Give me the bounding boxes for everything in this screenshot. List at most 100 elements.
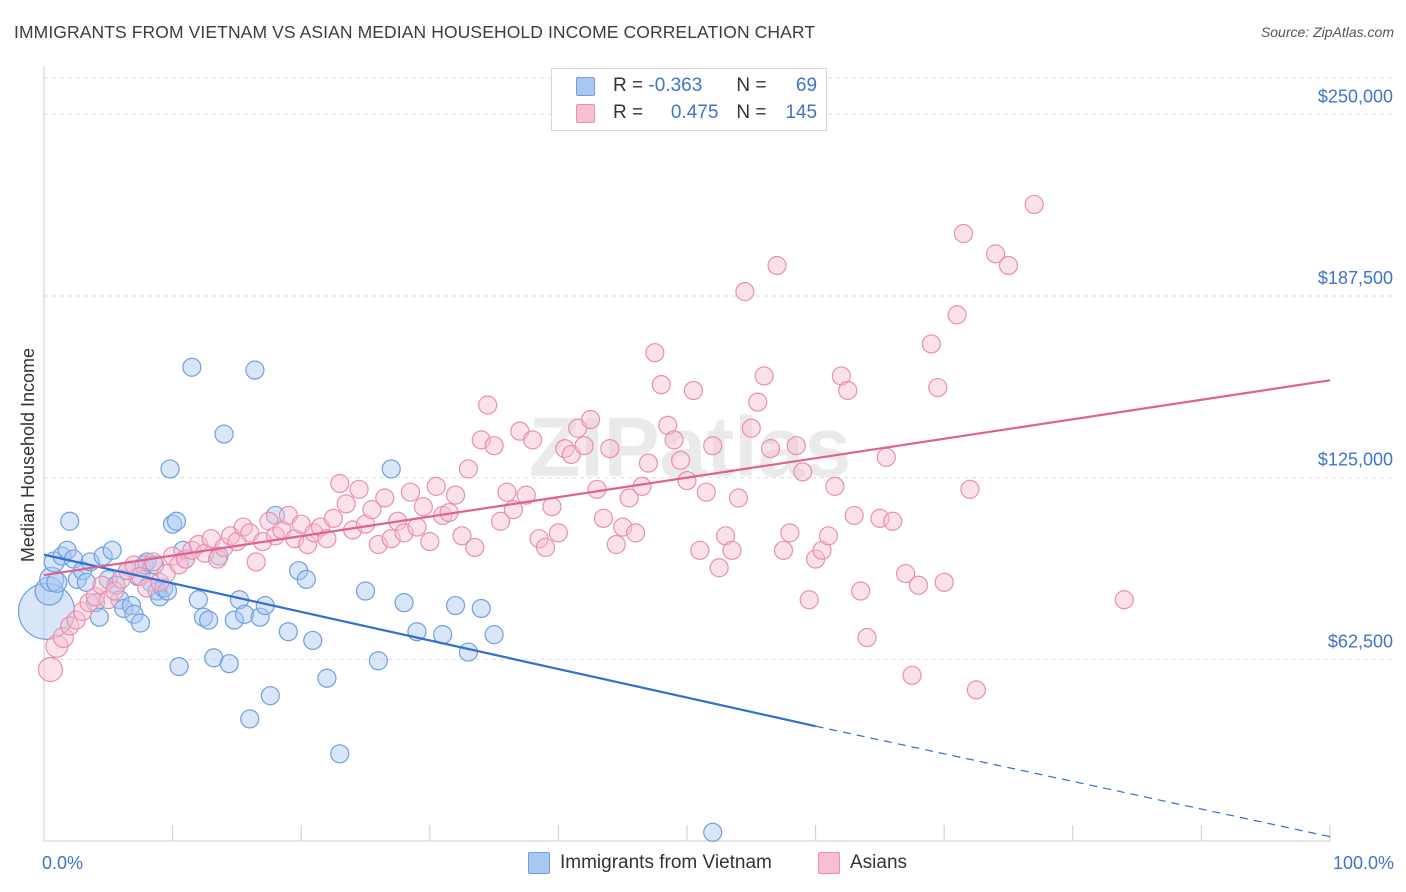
point-asians-90: [619, 488, 639, 508]
point-vietnam-41: [188, 590, 208, 610]
point-vietnam-64: [368, 651, 388, 671]
point-asians-97: [664, 430, 684, 450]
point-vietnam-71: [471, 598, 491, 619]
point-asians-48: [349, 479, 369, 499]
point-asians-65: [458, 459, 478, 479]
point-vietnam-36: [166, 511, 187, 531]
y-tick-label-1: $125,000: [1318, 450, 1393, 470]
legend-row-asians: R = 0.475 N = 145: [576, 100, 817, 126]
point-asians-131: [896, 563, 916, 584]
point-asians-142: [998, 255, 1019, 276]
point-vietnam-62: [330, 744, 350, 764]
point-asians-88: [606, 534, 626, 555]
point-asians-144: [1114, 590, 1134, 610]
axes: [43, 66, 1331, 842]
point-asians-84: [580, 409, 601, 430]
y-tick-label-0: $62,500: [1328, 631, 1393, 651]
point-asians-124: [838, 380, 858, 401]
point-asians-117: [793, 462, 813, 482]
point-vietnam-14: [89, 607, 109, 627]
trend-lines: [43, 379, 1331, 838]
point-asians-127: [857, 627, 877, 648]
point-asians-78: [542, 497, 562, 517]
point-vietnam-66: [394, 593, 414, 613]
point-vietnam-37: [169, 656, 189, 677]
trend-line-asians: [43, 379, 1331, 577]
point-vietnam-42: [193, 607, 214, 627]
point-asians-141: [986, 244, 1006, 264]
point-asians-125: [844, 505, 864, 526]
point-vietnam-69: [445, 595, 466, 616]
bottom-legend-swatch-vietnam: [528, 852, 550, 874]
point-asians-139: [960, 479, 980, 499]
point-asians-129: [876, 447, 896, 467]
point-asians-60: [426, 476, 446, 496]
point-vietnam-7: [60, 511, 80, 531]
point-asians-130: [883, 511, 903, 531]
point-asians-93: [638, 453, 659, 473]
point-vietnam-65: [381, 459, 401, 479]
point-asians-68: [478, 395, 498, 415]
point-asians-103: [703, 436, 723, 456]
point-asians-69: [484, 436, 504, 456]
point-asians-98: [670, 450, 691, 470]
point-vietnam-55: [260, 686, 280, 706]
point-asians-112: [760, 439, 781, 459]
point-vietnam-60: [303, 630, 323, 651]
point-vietnam-47: [219, 654, 239, 674]
point-vietnam-43: [199, 610, 219, 630]
point-vietnam-40: [182, 357, 202, 377]
point-asians-43: [317, 529, 337, 549]
point-asians-26: [208, 549, 228, 569]
point-asians-74: [516, 485, 536, 505]
point-vietnam-63: [355, 581, 376, 601]
point-asians-57: [407, 517, 427, 537]
point-asians-56: [400, 482, 421, 502]
point-vietnam-61: [317, 668, 337, 688]
point-asians-134: [921, 334, 941, 354]
point-vietnam-57: [278, 622, 298, 642]
point-vietnam-48: [224, 610, 244, 630]
bottom-legend-swatch-asians: [818, 852, 840, 874]
bottom-legend: Immigrants from Vietnam Asians: [0, 852, 1406, 878]
y-tick-label-3: $250,000: [1318, 86, 1393, 106]
legend-r-label: R =: [613, 102, 644, 123]
x-tick-labels: 0.0% 100.0%: [42, 853, 1394, 873]
point-asians-138: [953, 223, 974, 244]
trend-line-vietnam: [43, 553, 816, 728]
point-asians-50: [362, 500, 382, 520]
point-asians-110: [748, 392, 768, 412]
point-vietnam-25: [130, 613, 151, 633]
point-asians-140: [966, 680, 986, 700]
point-vietnam-59: [296, 569, 316, 590]
series-asians-points: [37, 194, 1134, 700]
x-tick-label-left: 0.0%: [42, 853, 83, 873]
point-asians-75: [523, 430, 543, 450]
point-asians-10: [105, 581, 125, 601]
point-asians-95: [651, 375, 671, 395]
bottom-legend-asians: Asians: [818, 852, 907, 874]
point-asians-137: [947, 305, 967, 325]
point-asians-70: [490, 511, 511, 531]
chart-title: IMMIGRANTS FROM VIETNAM VS ASIAN MEDIAN …: [14, 22, 816, 42]
point-asians-77: [535, 537, 556, 558]
point-vietnam-73: [703, 822, 723, 842]
point-asians-59: [420, 532, 440, 552]
point-asians-114: [773, 540, 794, 560]
point-vietnam-4: [46, 571, 68, 593]
legend-r-label: R =: [613, 75, 644, 96]
point-asians-143: [1024, 194, 1044, 215]
point-asians-52: [375, 488, 395, 508]
point-vietnam-70: [458, 642, 478, 662]
point-asians-121: [818, 526, 839, 546]
legend-n-label: N =: [736, 102, 767, 123]
legend-swatch-vietnam: [576, 76, 595, 96]
bottom-legend-label-asians: Asians: [850, 852, 908, 873]
point-asians-100: [683, 380, 704, 401]
point-asians-118: [799, 590, 819, 610]
point-asians-136: [934, 572, 954, 592]
point-asians-79: [548, 523, 569, 543]
point-asians-109: [741, 418, 761, 438]
legend-n-value: 69: [795, 75, 818, 96]
